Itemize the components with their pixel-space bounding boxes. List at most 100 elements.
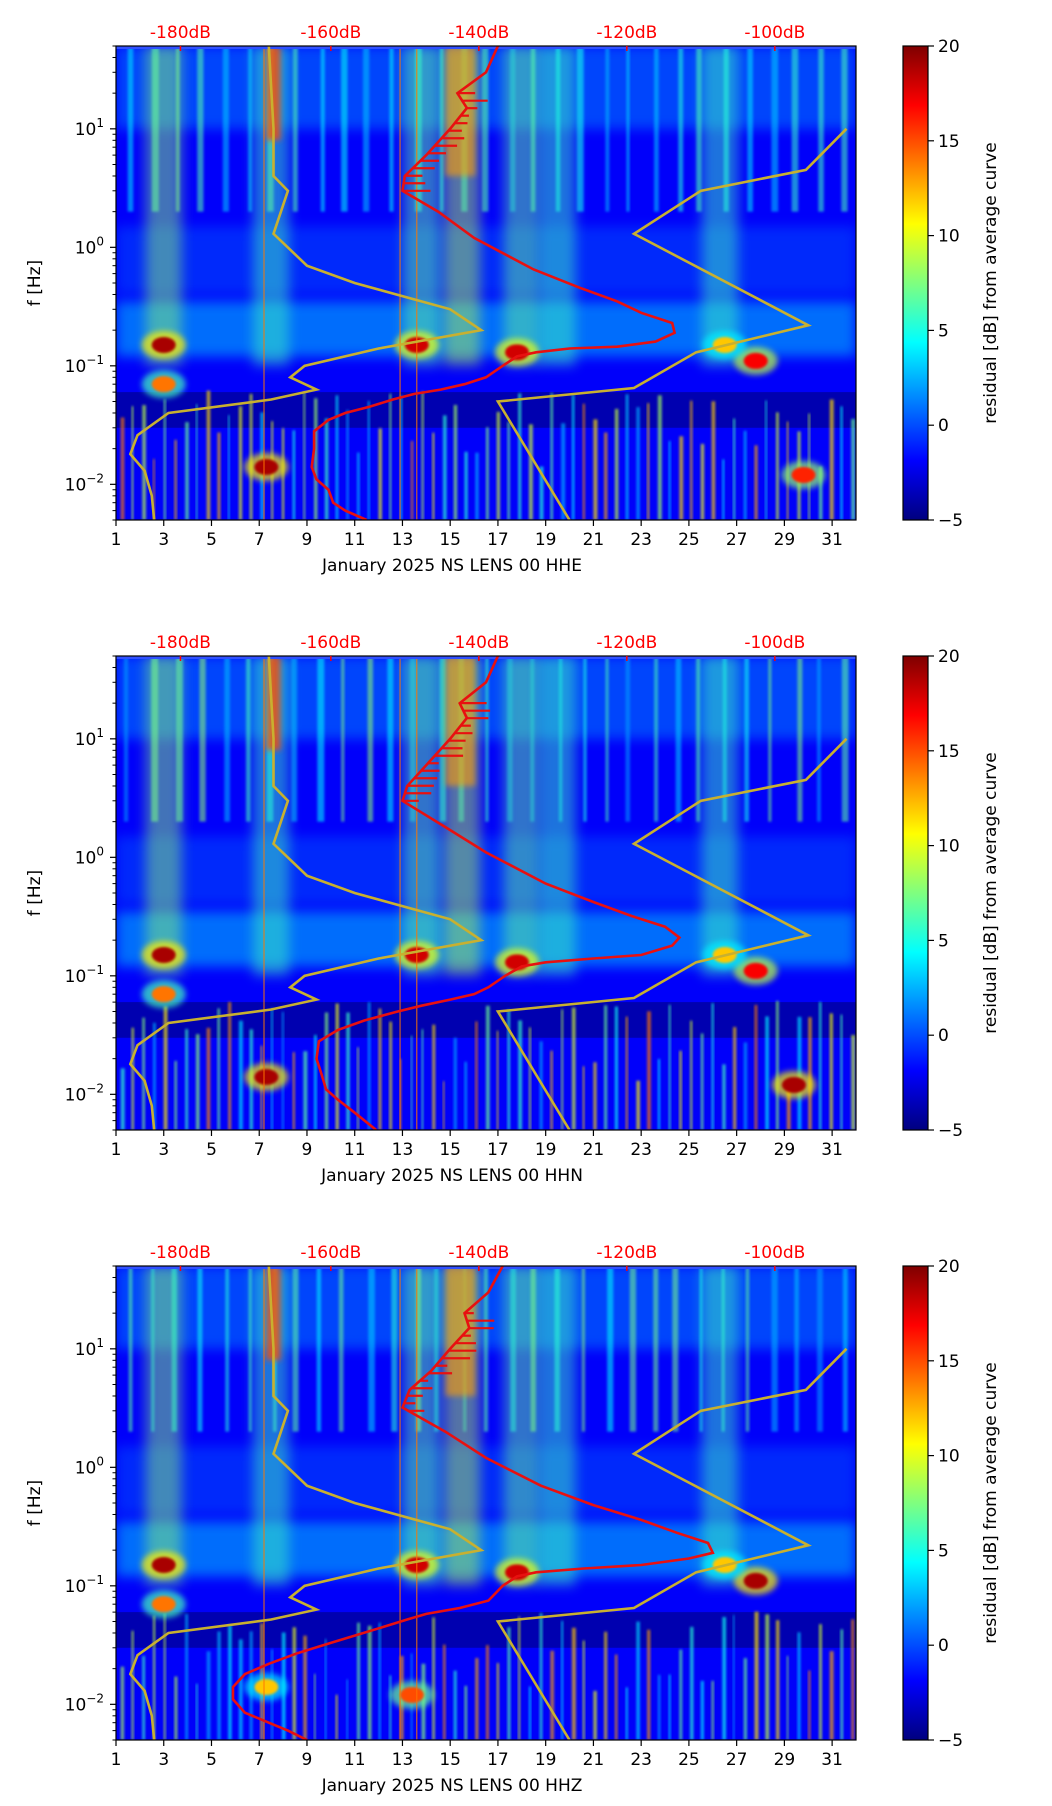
heatmap-streak: [745, 1266, 750, 1432]
heatmap-streak: [131, 406, 134, 520]
x-tick-label: 13: [392, 1750, 414, 1770]
colorbar-label: residual [dB] from average curve: [981, 752, 1001, 1033]
heatmap-streak: [754, 1004, 758, 1130]
heatmap-streak: [696, 656, 701, 822]
x-tick-label: 15: [439, 1750, 461, 1770]
colorbar-label: residual [dB] from average curve: [981, 1362, 1001, 1643]
plot-axes: 1 3 5 7 9 11 13 15 17 19 21 23 25 27 29 3110−210−110010…: [65, 23, 857, 550]
heatmap-streak: [550, 1650, 554, 1740]
heatmap-streak: [819, 1624, 822, 1740]
heatmap-streak: [486, 427, 489, 520]
colorbar-tick-label: 5: [938, 321, 949, 341]
heatmap-streak: [771, 1266, 778, 1432]
heatmap-streak: [217, 432, 221, 520]
heatmap-streak: [367, 1002, 371, 1130]
db-tick-label: -100dB: [744, 633, 805, 653]
mean-psd-curve: [231, 1266, 715, 1740]
heatmap-streak: [711, 401, 716, 520]
x-tick-label: 11: [344, 1140, 366, 1160]
heatmap-streak: [711, 1680, 714, 1740]
heatmap-streak: [841, 46, 848, 212]
heatmap-streak: [195, 1034, 200, 1130]
heatmap-streak: [400, 1058, 402, 1130]
heatmap-streak: [583, 656, 587, 822]
heatmap-streak: [808, 1670, 811, 1740]
heatmap-streak: [197, 1266, 203, 1432]
colorbar-tick-label: −5: [938, 1731, 963, 1751]
heatmap-streak: [699, 1266, 703, 1432]
heatmap-streak: [389, 393, 392, 520]
y-axis-label: f [Hz]: [25, 260, 45, 306]
y-tick-label: 10−1: [65, 1573, 104, 1597]
heatmap-streak: [561, 1620, 564, 1740]
heatmap-streak: [679, 1050, 682, 1130]
heatmap-streak: [582, 403, 585, 520]
heatmap-streak: [249, 393, 253, 520]
heatmap-streak: [604, 1005, 608, 1130]
heatmap-event: [791, 466, 816, 483]
heatmap-streak: [153, 458, 155, 520]
heatmap-streak: [432, 432, 435, 520]
heatmap-streak: [120, 1666, 124, 1740]
heatmap-streak: [797, 1632, 801, 1740]
heatmap-streak: [292, 46, 298, 212]
heatmap-streak: [314, 1673, 316, 1740]
colorbar-tick-label: 10: [938, 227, 960, 247]
heatmap-streak: [539, 1041, 543, 1130]
heatmap-streak: [389, 1021, 392, 1130]
heatmap-streak: [486, 1005, 490, 1130]
heatmap-streak: [786, 1655, 789, 1740]
heatmap-plume: [145, 656, 182, 976]
heatmap-streak: [829, 1013, 833, 1130]
heatmap-streak: [582, 1640, 585, 1740]
db-tick-label: -120dB: [596, 1243, 657, 1263]
heatmap-streak: [248, 1266, 252, 1432]
heatmap-streak: [292, 430, 296, 520]
heatmap-streak: [625, 394, 629, 520]
heatmap-streak: [228, 415, 230, 520]
heatmap-streak: [636, 1080, 641, 1130]
heatmap-plume: [539, 46, 576, 366]
heatmap-streak: [626, 46, 630, 212]
heatmap-streak: [518, 1616, 521, 1740]
heatmap-streak: [341, 656, 345, 822]
heatmap-streak: [432, 1024, 436, 1130]
heatmap-streak: [206, 1651, 211, 1740]
heatmap-streak: [829, 1651, 834, 1740]
heatmap-streak: [765, 1614, 770, 1740]
colorbar-tick-label: −5: [938, 1121, 963, 1141]
heatmap-streak: [840, 1629, 844, 1740]
heatmap-band: [116, 1612, 856, 1648]
heatmap-streak: [657, 1058, 661, 1130]
heatmap-streak: [421, 391, 424, 520]
x-tick-label: 5: [206, 530, 217, 550]
colorbar: 20 15 10 5 0 −5: [902, 1257, 963, 1751]
heatmap-streak: [316, 1266, 322, 1432]
heatmap-streak: [496, 1663, 499, 1740]
heatmap-streak: [829, 399, 834, 520]
heatmap-streak: [636, 1621, 640, 1740]
heatmap-streak: [475, 1021, 478, 1130]
heatmap-streak: [485, 656, 489, 822]
x-tick-label: 23: [630, 1750, 652, 1770]
heatmap-streak: [605, 656, 609, 822]
heatmap-streak: [743, 430, 747, 520]
db-tick-label: -100dB: [744, 23, 805, 43]
heatmap-streak: [464, 451, 468, 520]
heatmap-streak: [432, 1617, 435, 1740]
heatmap-streak: [421, 1029, 424, 1130]
heatmap-streak: [292, 1266, 299, 1432]
colorbar-gradient: [902, 45, 929, 521]
heatmap-streak: [142, 1017, 145, 1130]
heatmap-streak: [657, 395, 662, 520]
heatmap-streak: [696, 46, 702, 212]
heatmap-streak: [679, 436, 684, 520]
heatmap-top-strip: [116, 46, 856, 49]
heatmap-streak: [679, 1649, 683, 1740]
colorbar: 20 15 10 5 0 −5: [902, 647, 963, 1141]
mean-psd-curve: [315, 656, 682, 1130]
heatmap-event: [254, 459, 279, 476]
heatmap-streak: [571, 394, 575, 520]
heatmap-plume: [539, 656, 576, 976]
heatmap-streak: [776, 412, 779, 520]
